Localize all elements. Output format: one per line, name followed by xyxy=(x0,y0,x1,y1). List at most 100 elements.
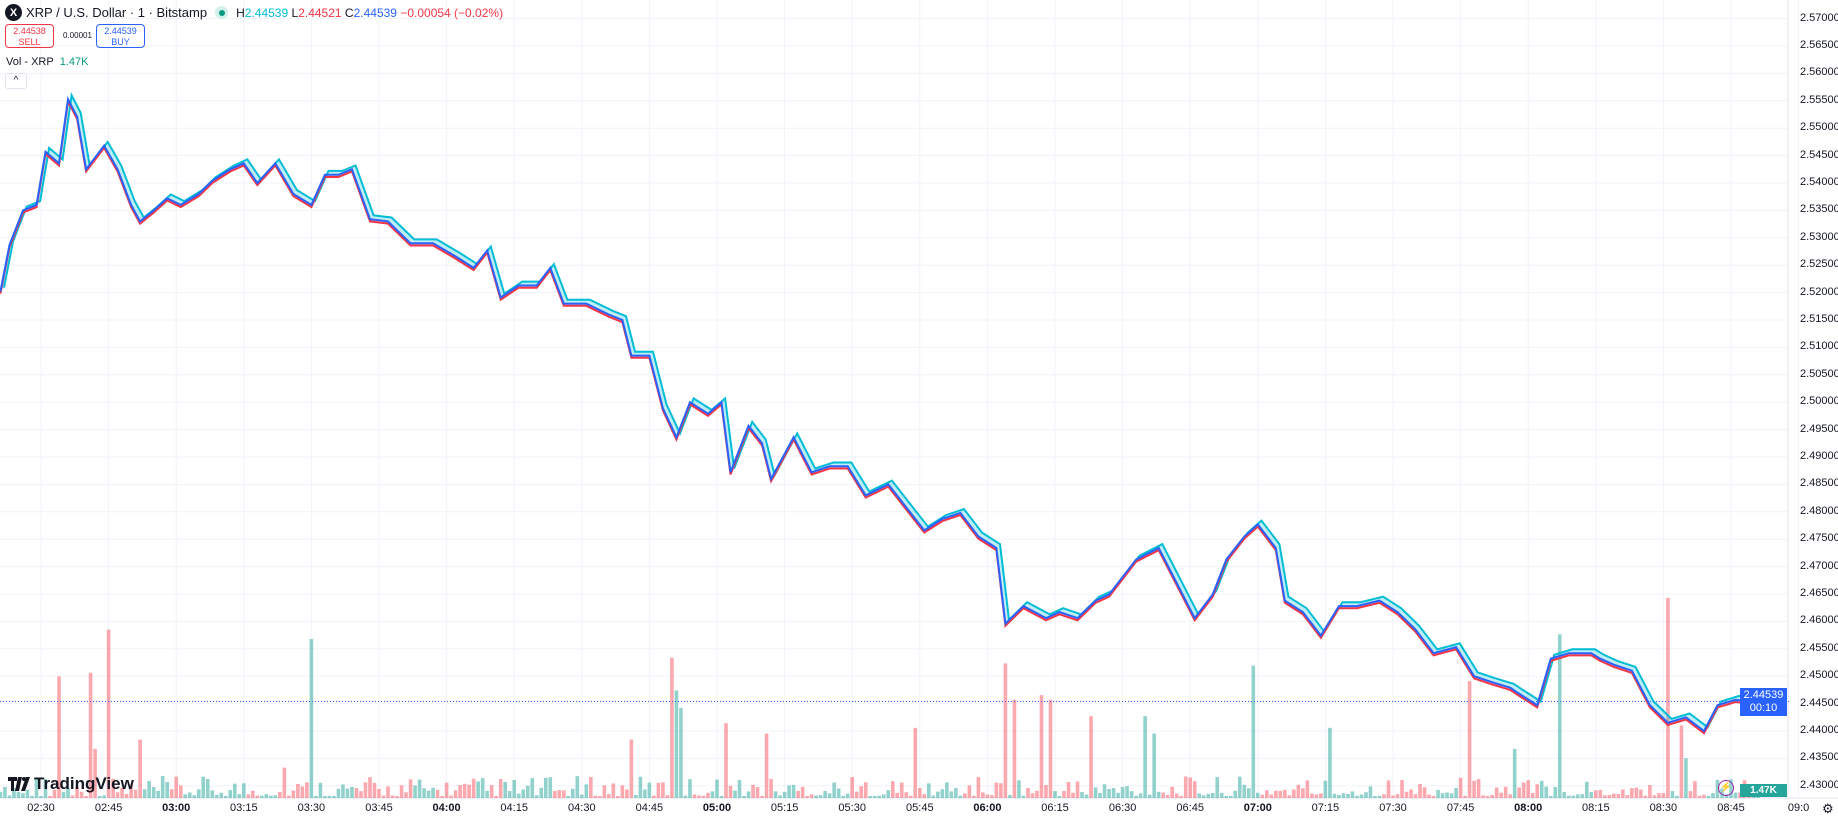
volume-bar xyxy=(1724,794,1729,798)
volume-bar xyxy=(1697,795,1702,798)
volume-bar xyxy=(1206,793,1211,798)
volume-bar xyxy=(539,787,544,798)
volume-bar xyxy=(453,790,458,798)
volume-bar xyxy=(1102,784,1107,798)
volume-bar xyxy=(1431,795,1436,798)
volume-bar xyxy=(1030,793,1035,798)
volume-bar xyxy=(512,780,516,798)
volume-bar xyxy=(516,793,521,798)
volume-bar xyxy=(634,794,638,798)
volume-bar xyxy=(1454,787,1458,798)
sell-button[interactable]: 2.44538 SELL xyxy=(5,24,54,48)
volume-bar xyxy=(1170,786,1174,798)
volume-bar xyxy=(647,782,652,798)
volume-bar xyxy=(34,778,39,798)
volume-bar xyxy=(1440,793,1445,798)
volume-bar xyxy=(151,787,156,798)
volume-bar xyxy=(1508,794,1512,798)
volume-bar xyxy=(314,795,318,798)
lightning-icon[interactable]: ⚡ xyxy=(1718,780,1734,796)
buy-button[interactable]: 2.44539 BUY xyxy=(96,24,145,48)
volume-bar xyxy=(97,795,102,798)
price-tick-label: 2.46500 xyxy=(1800,587,1838,599)
tradingview-logo[interactable]: TradingView xyxy=(8,774,134,794)
symbol-header: X XRP / U.S. Dollar · 1 · Bitstamp H2.44… xyxy=(5,4,503,21)
volume-bar xyxy=(282,767,287,798)
volume-bar xyxy=(255,795,260,798)
volume-bar xyxy=(142,789,147,798)
time-tick-label: 05:15 xyxy=(770,802,799,814)
volume-bar xyxy=(661,782,665,798)
volume-bar xyxy=(1305,780,1310,798)
volume-bar xyxy=(958,795,963,798)
volume-bar xyxy=(300,786,305,798)
volume-bar xyxy=(1228,795,1233,798)
volume-bar xyxy=(787,785,791,798)
market-open-icon xyxy=(215,6,229,19)
volume-bar xyxy=(494,795,498,798)
volume-bar xyxy=(570,788,575,798)
volume-bar xyxy=(1301,788,1305,798)
volume-bar xyxy=(138,739,142,798)
time-tick-label: 03:30 xyxy=(297,802,326,814)
volume-bar xyxy=(21,793,25,798)
volume-bar xyxy=(543,777,548,798)
volume-bar xyxy=(981,792,985,798)
volume-bar xyxy=(260,795,264,798)
volume-bar xyxy=(557,790,562,798)
volume-bar xyxy=(1400,780,1404,798)
volume-bar xyxy=(954,788,958,798)
volume-bar xyxy=(467,784,471,798)
volume-bar xyxy=(1607,794,1612,798)
volume-bar xyxy=(1161,792,1165,798)
price-tick-label: 2.50500 xyxy=(1800,367,1838,380)
volume-bar xyxy=(1134,795,1138,798)
volume-bar xyxy=(796,790,800,798)
volume-bar xyxy=(1021,795,1026,798)
volume-bar xyxy=(120,787,124,798)
volume-bar xyxy=(269,795,273,798)
volume-bar xyxy=(1296,784,1301,798)
volume-bar xyxy=(1179,795,1183,798)
volume-bar xyxy=(287,795,291,798)
volume-bar xyxy=(1490,795,1494,798)
price-tick-label: 2.45000 xyxy=(1800,669,1838,682)
volume-bar xyxy=(1382,794,1386,798)
settings-gear-icon[interactable]: ⚙ xyxy=(1822,801,1834,816)
volume-bar xyxy=(1062,791,1066,798)
volume-bar xyxy=(886,790,891,798)
volume-bar xyxy=(363,782,368,798)
volume-bar xyxy=(79,791,84,798)
volume-bar xyxy=(1197,793,1202,798)
volume-bar xyxy=(1706,795,1711,798)
volume-bar xyxy=(1688,791,1693,798)
volume-bar xyxy=(1621,789,1625,798)
spread-value: 0.00001 xyxy=(63,31,92,40)
volume-bar xyxy=(1639,789,1643,798)
volume-bar xyxy=(1314,794,1319,798)
time-tick-label: 02:30 xyxy=(27,802,55,814)
volume-bar xyxy=(845,793,850,798)
volume-bar xyxy=(1377,795,1382,798)
volume-bar xyxy=(115,792,120,798)
volume-bar xyxy=(88,672,93,798)
volume-bar xyxy=(129,784,133,798)
volume-bar xyxy=(629,739,634,798)
volume-bar xyxy=(0,791,3,798)
volume-bar xyxy=(1693,781,1697,798)
volume-bar xyxy=(507,791,512,798)
volume-bar xyxy=(908,795,913,798)
volume-bar xyxy=(7,795,12,798)
symbol-title[interactable]: XRP / U.S. Dollar · 1 · Bitstamp xyxy=(26,5,208,20)
price-tick-label: 2.54500 xyxy=(1800,148,1838,161)
volume-bar xyxy=(305,782,309,798)
volume-bar xyxy=(309,639,314,798)
volume-bar xyxy=(1219,792,1224,798)
volume-bar xyxy=(1143,716,1147,798)
volume-bar xyxy=(3,786,7,798)
volume-bar xyxy=(841,795,845,798)
time-tick-label: 03:45 xyxy=(365,802,393,814)
collapse-legend-button[interactable]: ^ xyxy=(5,73,27,89)
volume-bar xyxy=(1476,779,1481,798)
